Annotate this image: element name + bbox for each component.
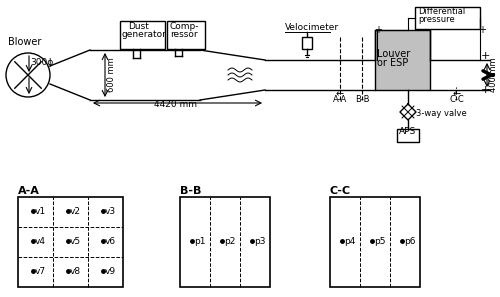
Text: Blower: Blower	[8, 37, 42, 47]
Text: +: +	[481, 51, 490, 61]
Text: v1: v1	[34, 208, 46, 217]
Text: pressure: pressure	[418, 15, 455, 24]
Text: v2: v2	[70, 208, 80, 217]
Bar	[18, 197, 123, 287]
Bar	[167, 21, 205, 49]
Text: +: +	[478, 25, 486, 35]
Bar	[180, 197, 270, 287]
Text: generator: generator	[122, 30, 167, 39]
Text: A-A: A-A	[333, 95, 347, 104]
Text: p1: p1	[194, 238, 205, 247]
Text: p6: p6	[404, 238, 415, 247]
Text: C-C: C-C	[450, 95, 465, 104]
Text: 400 mm: 400 mm	[489, 58, 498, 92]
Text: or ESP: or ESP	[377, 58, 408, 68]
Text: v7: v7	[34, 268, 46, 277]
Text: ressor: ressor	[170, 30, 198, 39]
Text: Velocimeter: Velocimeter	[285, 23, 339, 32]
Text: APS: APS	[399, 127, 416, 136]
Bar	[397, 129, 419, 142]
Text: +: +	[374, 25, 382, 35]
Bar	[375, 30, 430, 90]
Text: Louver: Louver	[377, 49, 410, 59]
Text: 4420 mm: 4420 mm	[154, 100, 196, 109]
Text: ←: ←	[336, 89, 344, 99]
Text: p5: p5	[374, 238, 386, 247]
Text: 300ϕ: 300ϕ	[30, 58, 53, 67]
Text: p4: p4	[344, 238, 356, 247]
Bar	[120, 21, 165, 49]
Text: v3: v3	[104, 208, 116, 217]
Text: B-B: B-B	[180, 186, 202, 196]
Text: ←: ←	[453, 89, 461, 99]
Text: p3: p3	[254, 238, 266, 247]
Bar	[302, 37, 312, 49]
Text: p2: p2	[224, 238, 235, 247]
Text: v9: v9	[104, 268, 116, 277]
Text: +: +	[481, 85, 490, 95]
Bar	[330, 197, 420, 287]
Text: Differential: Differential	[418, 7, 465, 16]
Text: Dust: Dust	[128, 22, 149, 31]
Text: v8: v8	[70, 268, 80, 277]
Text: v4: v4	[34, 238, 46, 247]
Text: Comp-: Comp-	[170, 22, 200, 31]
Text: 3-way valve: 3-way valve	[416, 110, 467, 119]
Text: v5: v5	[70, 238, 80, 247]
Text: A-A: A-A	[18, 186, 40, 196]
Text: 600 mm: 600 mm	[107, 58, 116, 92]
Text: C-C: C-C	[330, 186, 351, 196]
Text: v6: v6	[104, 238, 116, 247]
Bar	[415, 7, 480, 29]
Text: B-B: B-B	[355, 95, 370, 104]
